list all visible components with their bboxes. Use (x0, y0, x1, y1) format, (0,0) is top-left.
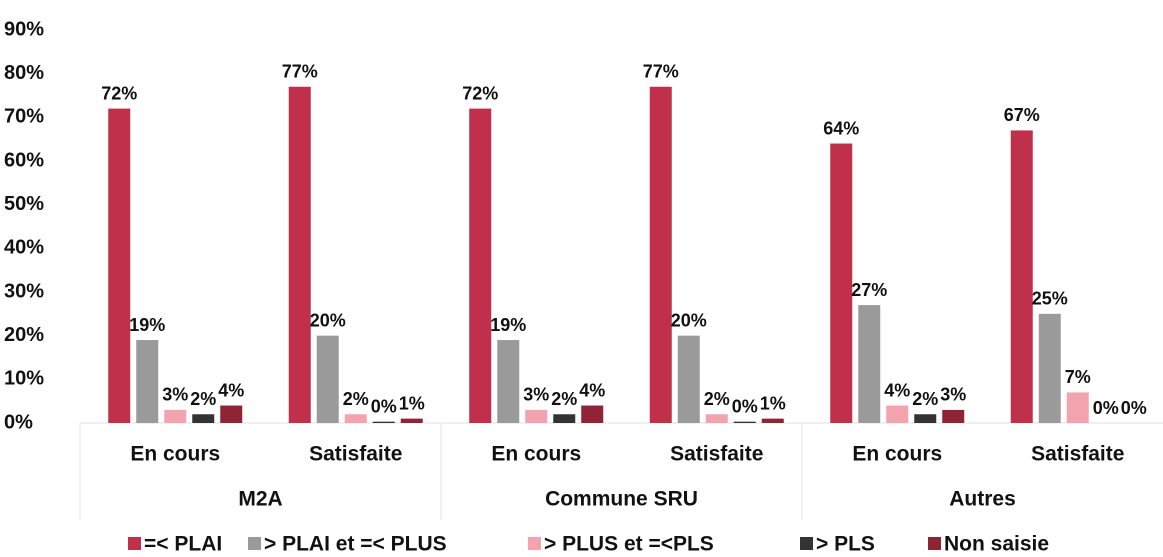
value-label: 2% (190, 389, 216, 409)
value-label: 0% (732, 396, 758, 416)
bar (1066, 392, 1089, 423)
value-label: 7% (1065, 367, 1091, 387)
bar (344, 414, 367, 423)
y-tick-label: 50% (4, 193, 44, 215)
y-tick-label: 10% (4, 368, 44, 390)
value-label: 4% (884, 380, 910, 400)
x-tick-label: En cours (130, 443, 220, 466)
value-label: 67% (1004, 105, 1040, 125)
group-label: Commune SRU (545, 488, 698, 511)
legend-label: Non saisie (944, 533, 1049, 556)
value-label: 0% (1093, 398, 1119, 418)
bar (1038, 313, 1061, 423)
bar (733, 421, 756, 423)
value-label: 64% (823, 118, 859, 138)
value-label: 0% (371, 396, 397, 416)
legend-swatch (248, 537, 261, 550)
value-label: 3% (940, 385, 966, 405)
value-label: 20% (671, 310, 707, 330)
legend-label: > PLS (816, 533, 875, 556)
value-label: 2% (912, 389, 938, 409)
value-label: 1% (760, 393, 786, 413)
bar (677, 335, 700, 423)
legend-swatch (528, 537, 541, 550)
bar (886, 405, 909, 423)
value-label: 77% (643, 62, 679, 82)
bar (581, 405, 604, 423)
value-label: 3% (523, 385, 549, 405)
bar (316, 335, 339, 423)
legend-label: > PLUS et =<PLS (544, 533, 714, 556)
value-label: 19% (490, 315, 526, 335)
bar (469, 108, 492, 423)
y-tick-label: 90% (4, 18, 44, 40)
value-label: 72% (462, 83, 498, 103)
bar (288, 86, 311, 424)
bar (164, 409, 187, 423)
legend-label: > PLAI et =< PLUS (264, 533, 447, 556)
bar (649, 86, 672, 424)
bar (761, 418, 784, 423)
value-label: 4% (579, 380, 605, 400)
y-tick-label: 40% (4, 237, 44, 259)
group-label: M2A (238, 488, 282, 511)
bar (497, 340, 520, 423)
x-tick-label: Satisfaite (309, 443, 402, 466)
value-label: 77% (282, 62, 318, 82)
value-label: 2% (704, 389, 730, 409)
x-tick-label: Satisfaite (1031, 443, 1124, 466)
y-tick-label: 0% (4, 411, 33, 433)
value-label: 72% (101, 83, 137, 103)
value-label: 2% (551, 389, 577, 409)
bar (220, 405, 243, 423)
value-label: 25% (1032, 289, 1068, 309)
bar (136, 340, 159, 423)
bar (858, 305, 881, 423)
y-tick-label: 80% (4, 62, 44, 84)
x-tick-label: En cours (491, 443, 581, 466)
x-tick-label: Satisfaite (670, 443, 763, 466)
legend-swatch (928, 537, 941, 550)
legend-swatch (128, 537, 141, 550)
bar (1010, 130, 1033, 423)
bar (942, 409, 965, 423)
y-tick-label: 70% (4, 106, 44, 128)
y-tick-label: 30% (4, 280, 44, 302)
bar (830, 143, 853, 424)
value-label: 27% (851, 280, 887, 300)
bar (108, 108, 131, 423)
legend-swatch (800, 537, 813, 550)
value-label: 1% (399, 393, 425, 413)
y-tick-label: 60% (4, 149, 44, 171)
bar (525, 409, 548, 423)
value-label: 3% (162, 385, 188, 405)
bar (914, 414, 937, 423)
bar (372, 421, 395, 423)
legend-label: =< PLAI (144, 533, 222, 556)
value-label: 4% (218, 380, 244, 400)
value-label: 19% (129, 315, 165, 335)
bar (553, 414, 576, 423)
bar (705, 414, 728, 423)
value-label: 20% (310, 310, 346, 330)
bar (400, 418, 423, 423)
x-tick-label: En cours (852, 443, 942, 466)
y-tick-label: 20% (4, 324, 44, 346)
value-label: 0% (1121, 398, 1147, 418)
group-label: Autres (949, 488, 1016, 511)
value-label: 2% (343, 389, 369, 409)
bar (192, 414, 215, 423)
